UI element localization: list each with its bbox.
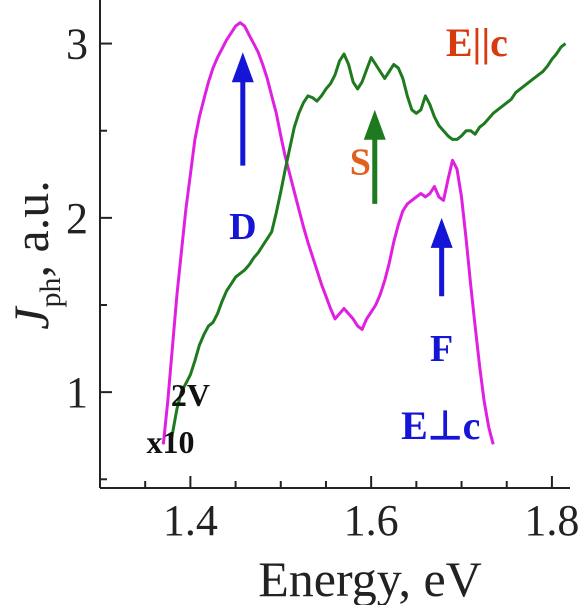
annotation-volt: 2V: [171, 377, 210, 413]
y-tick-label: 3: [66, 20, 88, 69]
y-axis-title-main: J: [3, 305, 59, 330]
annotation-f: F: [430, 328, 453, 370]
series-group: [161, 21, 567, 445]
x-tick-label: 1.4: [163, 496, 218, 545]
annotation-mult: x10: [147, 424, 195, 460]
arrow-head-s: [363, 109, 386, 140]
annotation-eperp: E⊥c: [401, 403, 480, 448]
arrow-head-f: [430, 217, 453, 248]
y-axis-title-sub: ph: [34, 278, 67, 308]
annotation-epar: E||c: [446, 20, 508, 65]
x-axis-title: Energy, eV: [258, 551, 482, 605]
arrow-head-d: [231, 52, 254, 83]
y-tick-label: 2: [66, 194, 88, 243]
annotation-d: D: [229, 206, 256, 248]
annotations-group: D S F E||c E⊥c 2V x10: [147, 20, 508, 460]
y-tick-label: 1: [66, 368, 88, 417]
x-tick-label: 1.8: [524, 496, 579, 545]
y-axis-title: Jph, a.u.: [3, 180, 67, 329]
axes: [99, 0, 570, 489]
series-line-e-perp-c: [161, 21, 495, 445]
annotation-s: S: [350, 141, 371, 183]
series-line-e-par-c: [169, 42, 567, 445]
x-tick-label: 1.6: [344, 496, 399, 545]
y-axis-title-rest: , a.u.: [3, 180, 59, 277]
ticks: 1.4 1.6 1.8 1 2 3: [66, 20, 579, 545]
